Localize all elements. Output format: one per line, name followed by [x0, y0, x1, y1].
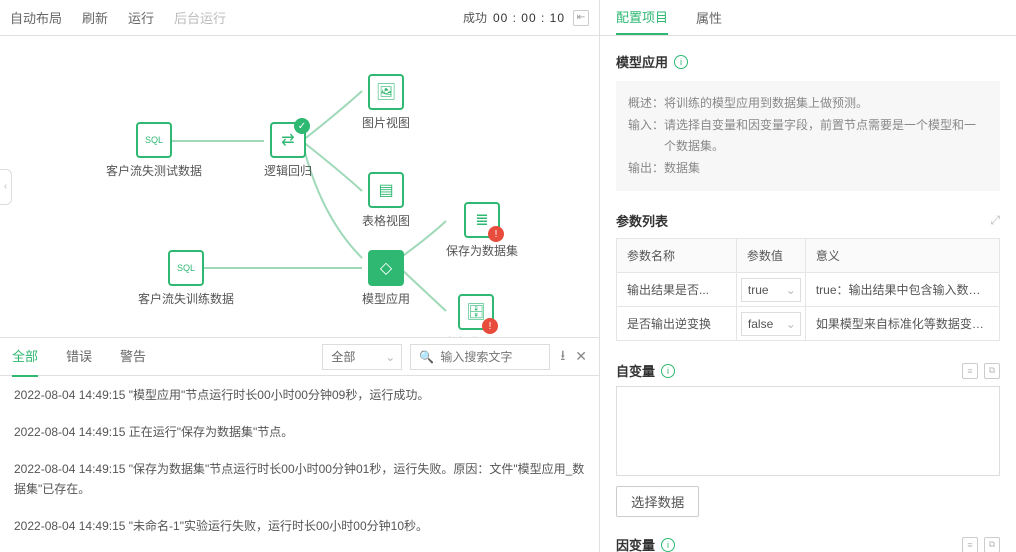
- node-label: 数据集视图: [446, 334, 506, 337]
- refresh-button[interactable]: 刷新: [82, 8, 108, 27]
- info-icon[interactable]: i: [674, 55, 688, 69]
- error-icon: !: [482, 318, 498, 334]
- dvar-title: 因变量: [616, 535, 655, 552]
- minimize-icon[interactable]: ⇤: [573, 10, 589, 26]
- right-tab-属性[interactable]: 属性: [696, 0, 722, 35]
- node-icon: ▤: [368, 172, 404, 208]
- status-time: 00 : 00 : 10: [493, 11, 565, 25]
- download-icon[interactable]: ⭳: [560, 345, 565, 369]
- description-box: 概述：将训练的模型应用到数据集上做预测。 输入：请选择自变量和因变量字段，前置节…: [616, 81, 1000, 191]
- background-run-button[interactable]: 后台运行: [174, 8, 226, 27]
- node-icon: SQL: [168, 250, 204, 286]
- log-tab-警告[interactable]: 警告: [120, 336, 146, 377]
- edge-layer: [0, 36, 599, 337]
- param-table: 参数名称参数值意义 输出结果是否...truetrue：输出结果中包含输入数据.…: [616, 238, 1000, 341]
- node-label: 客户流失训练数据: [138, 290, 234, 307]
- copy-icon[interactable]: ⧉: [984, 363, 1000, 379]
- log-body: 2022-08-04 14:49:15 "模型应用"节点运行时长00小时00分钟…: [0, 376, 599, 552]
- node-icon: 🖼: [368, 74, 404, 110]
- list-icon[interactable]: ≡: [962, 363, 978, 379]
- search-icon: 🔍: [419, 350, 434, 364]
- run-button[interactable]: 运行: [128, 8, 154, 27]
- ivar-box[interactable]: [616, 386, 1000, 476]
- info-icon[interactable]: i: [661, 364, 675, 378]
- node-n1[interactable]: SQL 客户流失测试数据: [106, 122, 202, 179]
- log-tab-错误[interactable]: 错误: [66, 336, 92, 377]
- node-icon: SQL: [136, 122, 172, 158]
- auto-layout-button[interactable]: 自动布局: [10, 8, 62, 27]
- node-label: 保存为数据集: [446, 242, 518, 259]
- error-icon: !: [488, 226, 504, 242]
- log-search[interactable]: 🔍: [410, 344, 550, 370]
- node-icon: ≣!: [464, 202, 500, 238]
- log-line: 2022-08-04 14:49:15 "保存为数据集"节点运行时长00小时00…: [14, 460, 585, 498]
- list-icon[interactable]: ≡: [962, 537, 978, 552]
- param-row: 是否输出逆变换false如果模型来自标准化等数据变换...: [617, 307, 1000, 341]
- info-icon[interactable]: i: [661, 538, 675, 552]
- node-n8[interactable]: SQL 客户流失训练数据: [138, 250, 234, 307]
- param-col-header: 意义: [805, 239, 999, 273]
- close-icon[interactable]: ✕: [575, 348, 587, 365]
- log-line: 2022-08-04 14:49:15 "未命名-1"实验运行失败，运行时长00…: [14, 517, 585, 536]
- node-n3[interactable]: 🖼 图片视图: [362, 74, 410, 131]
- node-n7[interactable]: 🗄! 数据集视图: [446, 294, 506, 337]
- node-n6[interactable]: ≣! 保存为数据集: [446, 202, 518, 259]
- copy-icon[interactable]: ⧉: [984, 537, 1000, 552]
- log-panel: 全部错误警告 全部 🔍 ⭳ ✕ 2022-08-04 14:49:15 "模型应…: [0, 337, 599, 552]
- param-name: 输出结果是否...: [617, 273, 737, 307]
- right-tabs: 配置项目属性: [600, 0, 1016, 36]
- toolbar: 自动布局 刷新 运行 后台运行 成功 00 : 00 : 10 ⇤: [0, 0, 599, 36]
- param-col-header: 参数值: [736, 239, 805, 273]
- select-data-button[interactable]: 选择数据: [616, 486, 699, 517]
- param-col-header: 参数名称: [617, 239, 737, 273]
- node-label: 图片视图: [362, 114, 410, 131]
- node-n2[interactable]: ⇄✓ 逻辑回归: [264, 122, 312, 179]
- node-icon: ◇: [368, 250, 404, 286]
- node-icon: 🗄!: [458, 294, 494, 330]
- right-body: 模型应用 i 概述：将训练的模型应用到数据集上做预测。 输入：请选择自变量和因变…: [600, 36, 1016, 552]
- node-label: 模型应用: [362, 290, 410, 307]
- param-list-title: 参数列表: [616, 211, 668, 230]
- log-tabs: 全部错误警告 全部 🔍 ⭳ ✕: [0, 338, 599, 376]
- node-icon: ⇄✓: [270, 122, 306, 158]
- node-n4[interactable]: ▤ 表格视图: [362, 172, 410, 229]
- node-label: 客户流失测试数据: [106, 162, 202, 179]
- log-line: 2022-08-04 14:49:15 "模型应用"节点运行时长00小时00分钟…: [14, 386, 585, 405]
- log-line: 2022-08-04 14:49:15 正在运行"保存为数据集"节点。: [14, 423, 585, 442]
- model-title: 模型应用: [616, 52, 668, 71]
- status-area: 成功 00 : 00 : 10 ⇤: [463, 9, 589, 26]
- expand-icon[interactable]: ⤢: [990, 213, 1000, 228]
- flow-canvas[interactable]: ‹ SQL客户流失测试数据⇄✓逻辑回归🖼图片视图▤表格视图◇模型应用≣!保存为数…: [0, 36, 599, 337]
- log-search-input[interactable]: [440, 350, 541, 364]
- log-filter-select[interactable]: 全部: [322, 344, 402, 370]
- node-label: 逻辑回归: [264, 162, 312, 179]
- param-value-select[interactable]: false: [741, 312, 801, 336]
- node-label: 表格视图: [362, 212, 410, 229]
- log-tab-全部[interactable]: 全部: [12, 336, 38, 377]
- param-value-select[interactable]: true: [741, 278, 801, 302]
- param-name: 是否输出逆变换: [617, 307, 737, 341]
- param-meaning: true：输出结果中包含输入数据...: [805, 273, 999, 307]
- check-icon: ✓: [294, 118, 310, 134]
- param-meaning: 如果模型来自标准化等数据变换...: [805, 307, 999, 341]
- status-label: 成功: [463, 9, 487, 26]
- ivar-title: 自变量: [616, 361, 655, 380]
- param-row: 输出结果是否...truetrue：输出结果中包含输入数据...: [617, 273, 1000, 307]
- node-n5[interactable]: ◇ 模型应用: [362, 250, 410, 307]
- right-tab-配置项目[interactable]: 配置项目: [616, 0, 668, 35]
